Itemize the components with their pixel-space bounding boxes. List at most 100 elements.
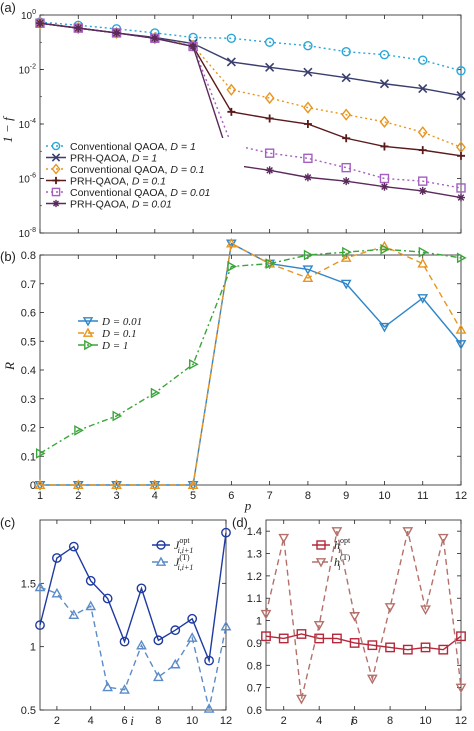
panel-d-xtick-label: 8 bbox=[387, 715, 393, 727]
panel-b-series-2-point bbox=[74, 424, 84, 436]
panel-d-ytick-label: 1.1 bbox=[247, 593, 262, 605]
panel-b-xtick-label: 1 bbox=[37, 490, 43, 502]
panel-a-series-2-point bbox=[35, 17, 45, 30]
panel-b-series-1-point bbox=[225, 237, 237, 248]
panel-a-series-1-point bbox=[379, 79, 390, 89]
panel-a-series-3-point bbox=[265, 114, 274, 123]
panel-d-ytick-label: 1.4 bbox=[247, 526, 262, 538]
panel-a-series-0-point bbox=[379, 49, 390, 60]
panel-a-legend-box bbox=[44, 138, 244, 210]
panel-a-series-3-point bbox=[418, 146, 427, 155]
panel-c-series-0-point bbox=[52, 553, 62, 563]
panel-c-series-0-point bbox=[35, 620, 45, 631]
panel-c-xtick-label: 6 bbox=[121, 715, 127, 727]
panel-d-series-1-point bbox=[402, 527, 414, 537]
panel-c-series-1-point bbox=[102, 681, 114, 692]
panel-c-series-0-point bbox=[153, 635, 164, 646]
panel-d-series-0-point bbox=[349, 638, 360, 648]
panel-a-series-4-point bbox=[303, 153, 313, 164]
panel-a-series-5-point bbox=[342, 177, 351, 186]
panel-c-xtick-label: 12 bbox=[220, 715, 232, 727]
panel-c-series-1-point bbox=[136, 639, 147, 650]
panel-a-series-4-point bbox=[341, 162, 351, 173]
panel-a-legend-marker bbox=[51, 141, 61, 151]
panel-a-series-2-point bbox=[303, 101, 313, 114]
panel-b-ytick-label: 0.3 bbox=[21, 394, 36, 406]
panel-d-series-0-point bbox=[332, 633, 342, 644]
panel-d-series-1-point bbox=[260, 609, 272, 620]
panel-a-series-5-point bbox=[265, 166, 274, 175]
panel-a-ytick-label: 10-8 bbox=[19, 227, 36, 240]
panel-d-ytick-label: 0.7 bbox=[247, 683, 262, 695]
panel-a-series-2-point bbox=[226, 83, 237, 96]
panel-c-xlabel: i bbox=[130, 713, 134, 728]
panel-d-series-0-point bbox=[278, 633, 289, 644]
panel-b-xtick-label: 4 bbox=[152, 490, 158, 502]
panel-d-series-1-point bbox=[455, 683, 467, 694]
panel-c-legend-marker bbox=[156, 540, 166, 550]
panel-a-ytick-label: 10-4 bbox=[19, 118, 36, 131]
panel-b-series-2-point bbox=[265, 258, 276, 270]
panel-d-series-0-point bbox=[385, 642, 395, 653]
panel-d-series-0-point bbox=[456, 631, 466, 642]
panel-b-ytick-label: 0.8 bbox=[21, 250, 36, 262]
panel-a-series-5-point bbox=[74, 24, 83, 33]
panel-b-series-1-point bbox=[417, 257, 429, 268]
panel-d-series-1-point bbox=[331, 527, 343, 537]
panel-c-series-0-point bbox=[221, 527, 231, 538]
panel-b-series-1-point bbox=[302, 272, 314, 283]
panel-b-ytick-label: 0.2 bbox=[21, 423, 36, 435]
panel-d-series-0-point bbox=[296, 629, 307, 639]
panel-a-series-2-point bbox=[341, 108, 352, 121]
panel-b-series-0-point bbox=[340, 279, 352, 290]
panel-d-series-0-point bbox=[314, 633, 325, 644]
panel-b-series-2-point bbox=[303, 249, 314, 261]
panel-c-series-1-point bbox=[152, 671, 164, 682]
panel-b-series-0-point bbox=[417, 294, 429, 304]
panel-c-ytick-label: 1.5 bbox=[21, 578, 36, 590]
panel-a-series-0-point bbox=[264, 37, 275, 47]
panel-c-series-1-point bbox=[169, 658, 181, 669]
panel-b-ytick-label: 0.1 bbox=[21, 451, 36, 463]
panel-c-xtick-label: 2 bbox=[54, 715, 60, 727]
panel-d-legend-marker bbox=[315, 558, 327, 568]
panel-d-series-1-point bbox=[420, 605, 431, 616]
panel-b-xtick-label: 2 bbox=[75, 490, 81, 502]
panel-a-series-5-point bbox=[189, 42, 198, 51]
panel-b-xtick-label: 6 bbox=[228, 490, 234, 502]
panel-c-series-1-point bbox=[68, 609, 80, 620]
panel-a-series-0-point bbox=[303, 40, 313, 51]
panel-a-series-5-point bbox=[112, 28, 121, 37]
panel-d-ytick-label: 1 bbox=[256, 616, 262, 628]
panel-c-series-0-point bbox=[204, 655, 214, 666]
panel-a-series-4-point bbox=[264, 148, 275, 158]
panel-c-series-0-line bbox=[39, 532, 227, 664]
panel-a-series-1-point bbox=[456, 91, 466, 101]
panel-d-series-1-point bbox=[278, 533, 290, 544]
panel-a-series-0-point bbox=[456, 66, 466, 76]
panel-b-series-2-point bbox=[342, 246, 352, 258]
panel-a-series-1-point bbox=[418, 83, 428, 94]
panel-c-series-1-point bbox=[51, 587, 63, 598]
panel-b-xtick-label: 9 bbox=[343, 490, 349, 502]
panel-a-ytick-label: 10-2 bbox=[19, 64, 36, 77]
panel-c-ytick-label: 1 bbox=[30, 642, 36, 654]
panel-b-series-2-line bbox=[39, 248, 462, 454]
panel-a-legend-marker bbox=[52, 199, 60, 208]
panel-c-series-0-point bbox=[85, 575, 96, 586]
panel-a-legend-entry: Conventional QAOA, D = 0.1 bbox=[70, 164, 205, 176]
panel-a-legend-marker bbox=[51, 163, 61, 175]
panel-b-legend-marker bbox=[82, 317, 94, 327]
panel-c-legend-entry: Jopt i,i+1 bbox=[174, 536, 193, 555]
panel-a-series-5-point bbox=[150, 34, 159, 43]
panel-b-ytick-label: 0.5 bbox=[21, 336, 36, 348]
panel-d-ytick-label: 0.6 bbox=[247, 705, 262, 717]
panel-d-ytick-label: 0.9 bbox=[247, 638, 262, 650]
panel-d-series-1-point bbox=[313, 620, 325, 631]
panel-c-series-0-point bbox=[102, 593, 113, 604]
panel-a-series-3-point bbox=[227, 107, 236, 116]
panel-a-series-5-point bbox=[36, 19, 44, 28]
panel-b-series-0-line bbox=[40, 242, 462, 486]
panel-a-series-2-point bbox=[264, 91, 275, 105]
